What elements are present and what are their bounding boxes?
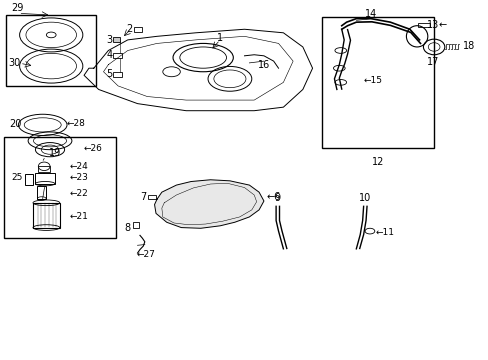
Text: ←15: ←15 <box>363 76 382 85</box>
Text: ←28: ←28 <box>66 118 85 127</box>
Text: 30: 30 <box>9 58 21 68</box>
Text: 14: 14 <box>364 9 376 19</box>
Text: 19: 19 <box>49 148 61 158</box>
Bar <box>133 27 142 32</box>
Bar <box>6 15 96 86</box>
Text: ←27: ←27 <box>136 249 155 258</box>
Bar <box>38 166 50 172</box>
Text: 9: 9 <box>273 193 280 203</box>
Text: 7: 7 <box>140 193 146 202</box>
Text: ←26: ←26 <box>84 144 102 153</box>
Text: ←23: ←23 <box>69 174 88 183</box>
Bar <box>417 23 429 27</box>
Bar <box>113 72 122 77</box>
Text: 29: 29 <box>11 3 23 13</box>
Text: 4: 4 <box>106 50 112 60</box>
Text: 13: 13 <box>426 20 438 30</box>
Text: 10: 10 <box>358 193 370 203</box>
Bar <box>113 37 120 42</box>
Bar <box>322 17 433 148</box>
Polygon shape <box>154 180 264 228</box>
Text: 3: 3 <box>106 35 112 45</box>
Text: 1: 1 <box>217 33 223 43</box>
Bar <box>132 222 138 228</box>
Text: ←21: ←21 <box>69 212 88 221</box>
Bar <box>35 173 55 184</box>
Text: ←22: ←22 <box>69 189 88 198</box>
Bar <box>37 186 46 198</box>
Text: 8: 8 <box>124 222 130 233</box>
Text: 12: 12 <box>371 157 384 167</box>
Bar <box>113 53 122 58</box>
Text: 2: 2 <box>126 24 132 34</box>
Text: 16: 16 <box>257 60 269 70</box>
Text: ←: ← <box>438 20 446 30</box>
Text: ←6: ←6 <box>266 193 280 202</box>
Text: 20: 20 <box>9 119 22 129</box>
Bar <box>148 195 156 199</box>
Bar <box>4 137 116 238</box>
Text: 5: 5 <box>106 69 112 79</box>
Text: 25: 25 <box>11 174 23 183</box>
Text: 17: 17 <box>426 57 438 67</box>
Text: ←11: ←11 <box>375 228 394 237</box>
Bar <box>25 175 33 185</box>
Text: 18: 18 <box>462 41 474 51</box>
Bar <box>33 203 60 228</box>
Text: ←24: ←24 <box>69 162 88 171</box>
